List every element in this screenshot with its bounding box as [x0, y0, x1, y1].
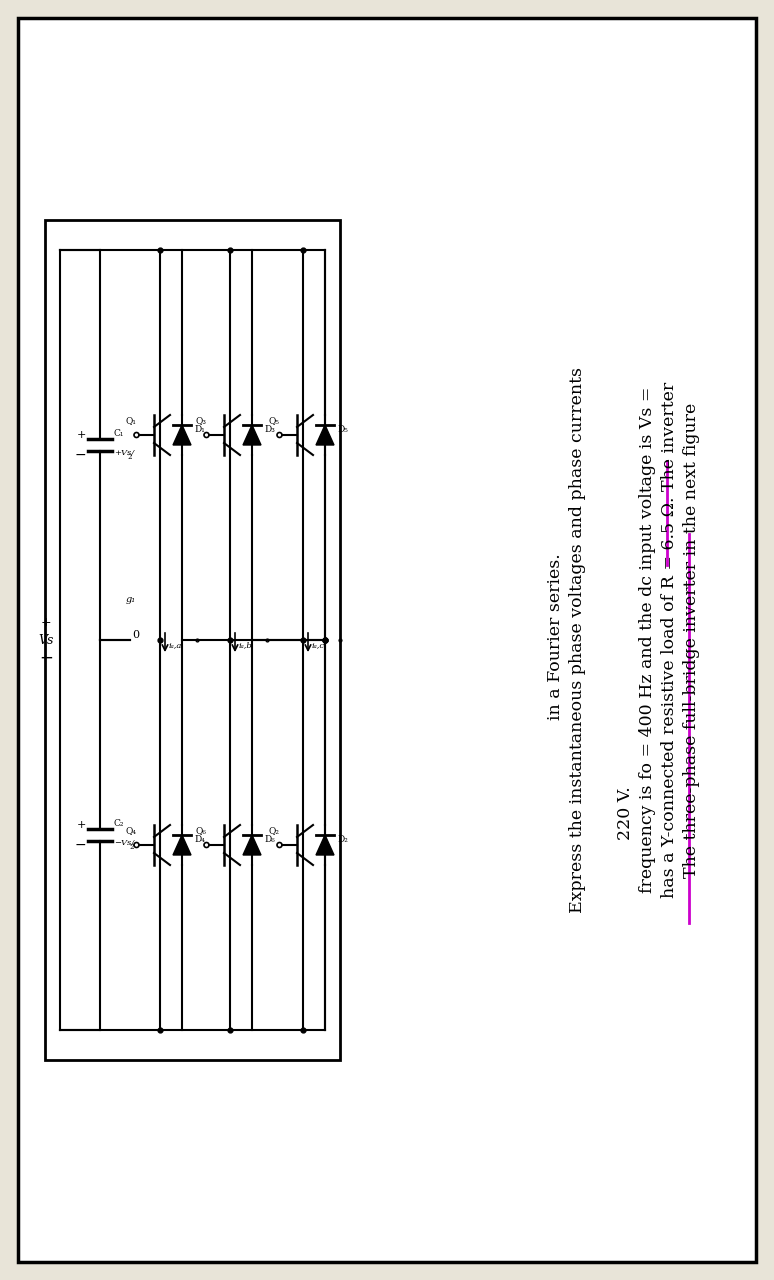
Text: C₂: C₂: [114, 818, 125, 827]
Text: 220 V.: 220 V.: [617, 786, 634, 840]
Text: D₅: D₅: [337, 425, 348, 434]
Text: Q₃: Q₃: [196, 416, 207, 425]
Polygon shape: [243, 835, 261, 855]
Text: +: +: [41, 616, 51, 628]
Text: D₂: D₂: [337, 836, 348, 845]
Text: iₐ,c: iₐ,c: [312, 641, 325, 649]
Polygon shape: [316, 425, 334, 445]
Text: D₆: D₆: [264, 836, 275, 845]
Text: D₃: D₃: [264, 425, 275, 434]
FancyBboxPatch shape: [18, 18, 756, 1262]
Text: −Vs/: −Vs/: [114, 838, 134, 847]
Text: Q₂: Q₂: [269, 827, 279, 836]
Text: Vs: Vs: [38, 634, 53, 646]
Text: iₐ,a: iₐ,a: [169, 641, 183, 649]
Text: −: −: [39, 649, 53, 667]
Text: Express the instantaneous phase voltages and phase currents: Express the instantaneous phase voltages…: [569, 367, 586, 913]
Text: C₁: C₁: [114, 429, 125, 438]
Text: −: −: [74, 448, 86, 462]
Polygon shape: [243, 425, 261, 445]
Text: D₁: D₁: [194, 425, 205, 434]
Text: The three-phase full-bridge inverter in the next figure: The three-phase full-bridge inverter in …: [683, 402, 700, 878]
Polygon shape: [173, 425, 191, 445]
Text: g₁: g₁: [126, 595, 136, 604]
Text: iₐ,b: iₐ,b: [239, 641, 253, 649]
Text: 0: 0: [132, 630, 139, 640]
Text: Q₅: Q₅: [269, 416, 279, 425]
Text: +: +: [77, 820, 86, 829]
FancyBboxPatch shape: [45, 220, 340, 1060]
Text: −: −: [74, 838, 86, 852]
Text: +: +: [77, 430, 86, 440]
Text: Q₆: Q₆: [196, 827, 207, 836]
Text: D₄: D₄: [194, 836, 205, 845]
Text: 2: 2: [128, 453, 132, 461]
Text: in a Fourier series.: in a Fourier series.: [546, 553, 563, 719]
Text: has a Y-connected resistive load of R = 6.5 Ω. The inverter: has a Y-connected resistive load of R = …: [661, 381, 678, 899]
Text: frequency is fo = 400 Hz and the dc input voltage is Vs =: frequency is fo = 400 Hz and the dc inpu…: [639, 387, 656, 893]
Polygon shape: [173, 835, 191, 855]
Text: 2: 2: [130, 844, 135, 851]
Text: Q₄: Q₄: [125, 827, 136, 836]
Polygon shape: [316, 835, 334, 855]
Text: Q₁: Q₁: [125, 416, 136, 425]
Text: +Vs/: +Vs/: [114, 449, 134, 457]
